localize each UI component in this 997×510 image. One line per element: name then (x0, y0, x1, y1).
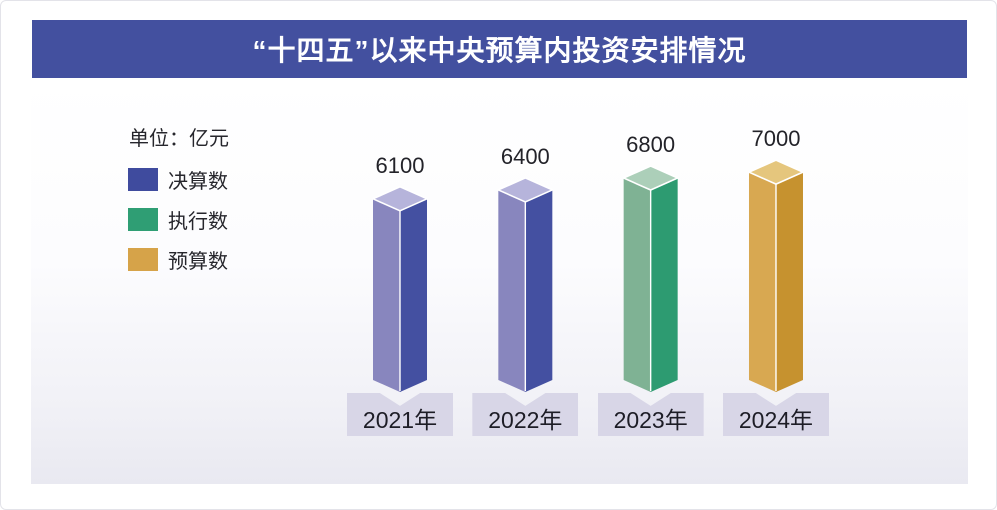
bar-value-label-2023年: 6800 (626, 132, 676, 158)
legend-label: 决算数 (168, 171, 228, 193)
bar-2023年 (622, 165, 679, 392)
bar-top-face (748, 159, 804, 185)
bar-top-face (497, 177, 554, 203)
bar-left-face (373, 198, 400, 392)
legend: 决算数 执行数 预算数 (128, 168, 228, 288)
bar-left-face (623, 178, 651, 392)
bar-value-label-2022年: 6400 (500, 143, 550, 169)
legend-item-2: 执行数 (128, 208, 228, 233)
legend-swatch-icon (128, 168, 158, 191)
legend-label: 执行数 (168, 211, 228, 233)
legend-swatch-icon (128, 208, 158, 231)
legend-label: 预算数 (168, 251, 228, 273)
bar-right-face (525, 189, 553, 392)
bar-value-label-2024年: 7000 (751, 126, 801, 152)
year-plate-2022年: 2022年 (472, 393, 579, 436)
chart-title-bar: “十四五”以来中央预算内投资安排情况 (32, 20, 967, 78)
year-plate-2024年: 2024年 (722, 393, 829, 436)
bar-right-face (400, 198, 427, 392)
legend-item-1: 决算数 (128, 168, 228, 193)
legend-swatch-icon (128, 248, 158, 271)
bar-right-face (775, 172, 803, 392)
bar-left-face (498, 189, 526, 392)
bar-value-label-2021年: 6100 (375, 152, 425, 178)
bar-left-face (748, 172, 776, 392)
legend-item-3: 预算数 (128, 248, 228, 273)
bar-2021年 (372, 186, 428, 392)
bar-right-face (650, 178, 678, 392)
bar-2024年 (748, 159, 804, 392)
bar-top-face (372, 186, 428, 212)
unit-label: 单位：亿元 (129, 128, 229, 150)
bar-top-face (622, 165, 679, 191)
bar-2022年 (497, 177, 554, 392)
chart-title: “十四五”以来中央预算内投资安排情况 (252, 35, 747, 66)
